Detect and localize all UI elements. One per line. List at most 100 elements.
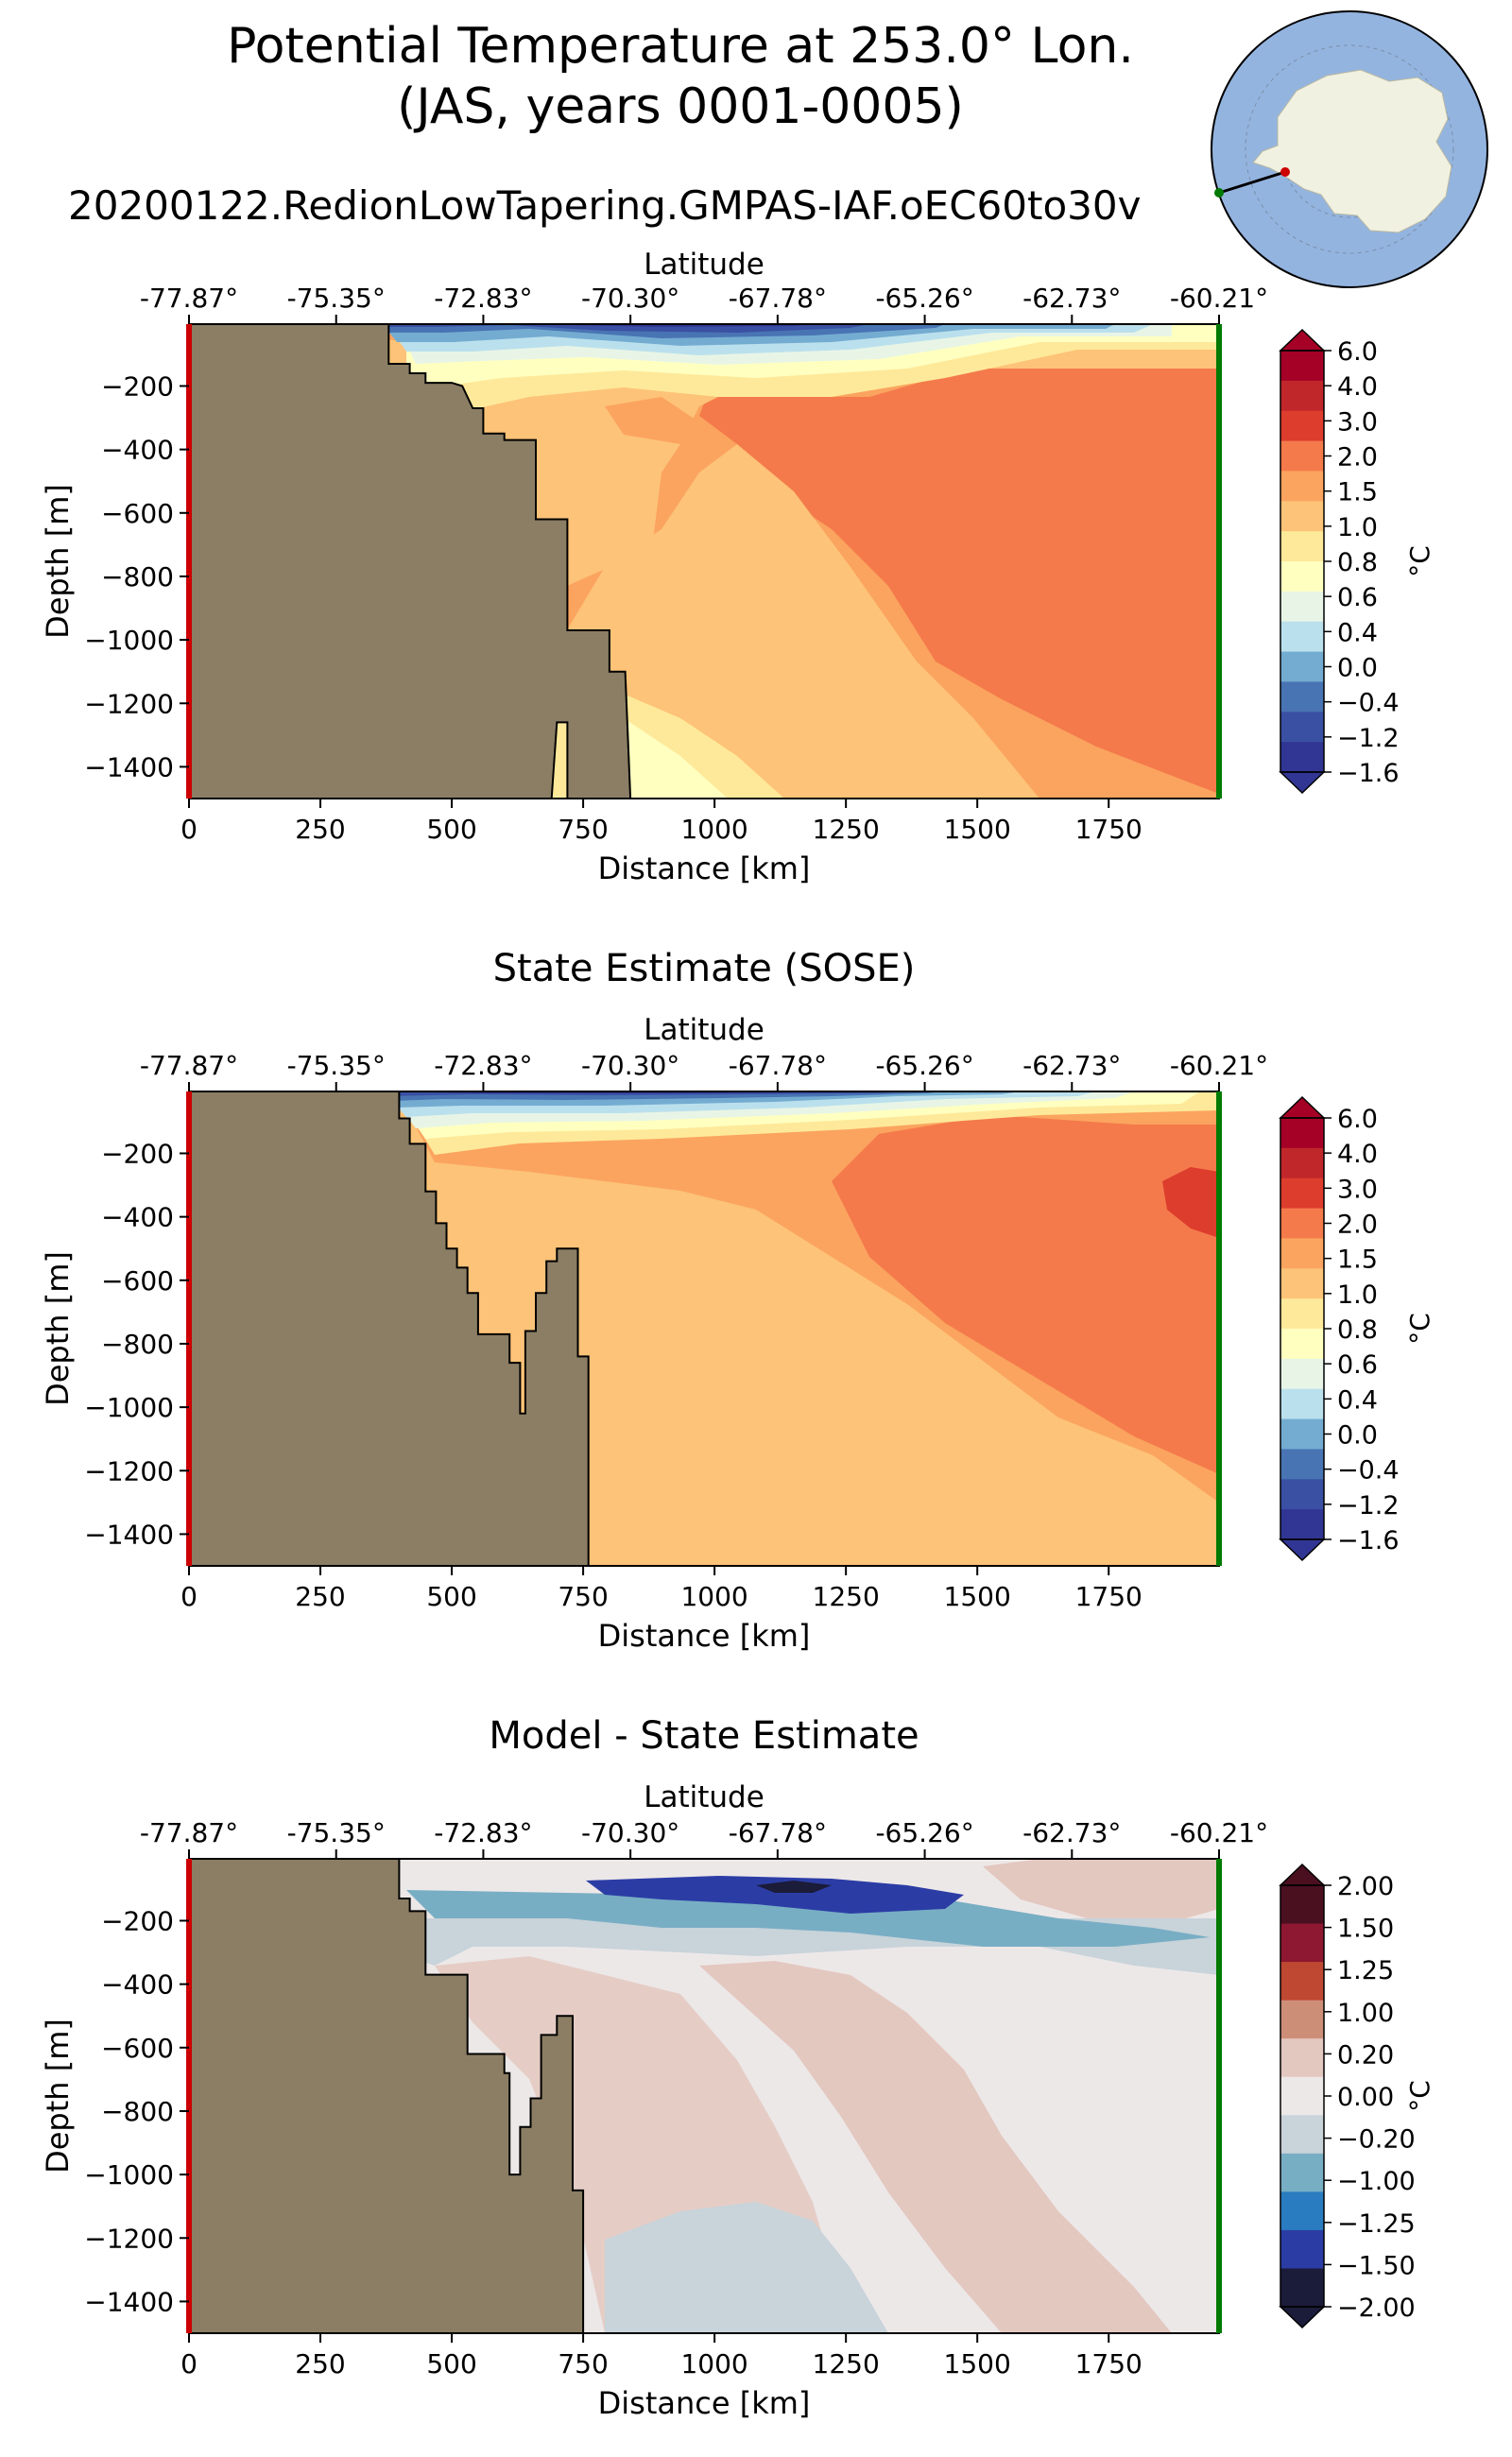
x-tick-label: 1750 (1075, 814, 1143, 845)
transect-start-marker (186, 1859, 192, 2333)
latitude-tick-label: -60.21° (1170, 1050, 1268, 1081)
latitude-tick-label: -77.87° (140, 1050, 238, 1081)
y-tick-label: −1000 (84, 625, 174, 656)
x-axis-label: Distance [km] (598, 2385, 811, 2421)
colorbar-tick-label: 0.20 (1337, 2040, 1394, 2070)
y-tick-label: −200 (101, 1138, 174, 1169)
y-tick-label: −400 (101, 435, 174, 466)
panel-model: Latitude 0 250 500 750 1000 1250 1500 1750 −200 −… (40, 248, 1435, 886)
colorbar-bin (1280, 1298, 1324, 1330)
colorbar-bin (1280, 1479, 1324, 1510)
colorbar-bin (1280, 1238, 1324, 1269)
y-axis-label: Depth [m] (40, 2019, 76, 2174)
latitude-tick-label: -75.35° (287, 283, 386, 314)
colorbar-bin (1280, 561, 1324, 593)
latitude-tick-label: -65.26° (875, 283, 973, 314)
colorbar-tick-label: −1.2 (1337, 1491, 1400, 1521)
colorbar-tick-label: 0.0 (1337, 654, 1378, 683)
colorbar-tick-label: −1.25 (1337, 2209, 1416, 2239)
colorbar-tick-label: 2.0 (1337, 1211, 1378, 1240)
x-tick-label: 1500 (944, 2348, 1011, 2380)
colorbar-tick-label: 4.0 (1337, 1140, 1378, 1169)
colorbar-tick-label: 0.8 (1337, 1315, 1378, 1345)
panel-difference: Model - State Estimate Latitude 0 250 500 7… (40, 1714, 1435, 2421)
x-tick-label: 0 (180, 814, 198, 845)
latitude-tick-label: -70.30° (581, 1817, 679, 1848)
x-tick-label: 1750 (1075, 1581, 1143, 1612)
colorbar-tick-label: −0.20 (1337, 2125, 1416, 2155)
x-tick-label: 250 (295, 2348, 345, 2380)
x-tick-label: 250 (295, 814, 345, 845)
colorbar-tick-label: −0.4 (1337, 689, 1400, 718)
colorbar-bin (1280, 2153, 1324, 2192)
latitude-tick-label: -60.21° (1170, 283, 1268, 314)
latitude-tick-label: -62.73° (1022, 1817, 1121, 1848)
latitude-tick-label: -72.83° (434, 283, 532, 314)
bathymetry-land (188, 1091, 590, 1567)
colorbar-tick-label: 2.0 (1337, 443, 1378, 472)
colorbar-bin (1280, 651, 1324, 682)
colorbar-bin (1280, 621, 1324, 653)
x-tick-label: 1750 (1075, 2348, 1143, 2380)
colorbar-bin (1280, 380, 1324, 412)
colorbar-tick-label: 1.0 (1337, 1280, 1378, 1310)
colorbar-unit-label: °C (1404, 545, 1435, 577)
bathymetry-land (188, 323, 632, 799)
colorbar: 6.0 4.0 3.0 2.0 1.5 1.0 0.8 0.6 0.4 0.0 −0.4 −1.2 −1… (1279, 328, 1435, 795)
colorbar-bin (1280, 2076, 1324, 2116)
panel-title: State Estimate (SOSE) (493, 947, 916, 990)
latitude-tick-label: -77.87° (140, 1817, 238, 1848)
colorbar-bin (1280, 1923, 1324, 1963)
y-tick-label: −200 (101, 370, 174, 402)
colorbar-bin (1280, 1268, 1324, 1299)
colorbar-tick-label: 0.6 (1337, 1350, 1378, 1380)
colorbar-tick-label: −1.50 (1337, 2251, 1416, 2280)
latitude-tick-label: -60.21° (1170, 1817, 1268, 1848)
map-transect-start-marker (1280, 167, 1290, 177)
x-tick-label: 1000 (680, 814, 747, 845)
x-tick-label: 0 (180, 1581, 198, 1612)
colorbar-tick-label: 4.0 (1337, 372, 1378, 402)
run-name-subtitle: 20200122.RedionLowTapering.GMPAS-IAF.oEC… (68, 182, 1141, 229)
transect-end-marker (1216, 1859, 1222, 2333)
top-axis-label: Latitude (644, 1013, 765, 1047)
colorbar-extend-top (1279, 1863, 1326, 1886)
top-axis-label: Latitude (644, 1780, 765, 1814)
panel-title: Model - State Estimate (489, 1714, 919, 1758)
y-axis-label: Depth [m] (40, 1251, 76, 1406)
y-tick-label: −1000 (84, 2159, 174, 2191)
colorbar-bin (1280, 1358, 1324, 1390)
colorbar-tick-label: −1.6 (1337, 1526, 1400, 1555)
latitude-tick-label: -72.83° (434, 1050, 532, 1081)
colorbar-bin (1280, 1885, 1324, 1925)
x-tick-label: 0 (180, 2348, 198, 2380)
colorbar-bin (1280, 1147, 1324, 1179)
x-tick-label: 1000 (680, 1581, 747, 1612)
y-tick-label: −400 (101, 1202, 174, 1233)
colorbar-bin (1280, 2115, 1324, 2155)
transect-end-marker (1216, 1091, 1222, 1566)
x-tick-label: 750 (558, 814, 608, 845)
axes-ticks: 0 250 500 750 1000 1250 1500 1750 −200 −400 −600 −8… (84, 1817, 1268, 2380)
colorbar-bin (1280, 440, 1324, 472)
y-tick-label: −800 (101, 1329, 174, 1360)
colorbar-bin (1280, 2268, 1324, 2308)
colorbar-tick-label: 0.4 (1337, 1385, 1378, 1415)
x-axis-label: Distance [km] (598, 850, 811, 886)
colorbar-tick-label: 6.0 (1337, 337, 1378, 367)
colorbar-tick-label: 0.4 (1337, 618, 1378, 647)
x-tick-label: 250 (295, 1581, 345, 1612)
y-tick-label: −600 (101, 498, 174, 529)
colorbar-bin (1280, 742, 1324, 773)
map-graticule-ring (1245, 44, 1454, 254)
inset-location-map (1211, 10, 1488, 288)
colorbar-bin (1280, 471, 1324, 502)
y-tick-label: −800 (101, 561, 174, 593)
y-tick-label: −600 (101, 1265, 174, 1297)
y-tick-label: −1400 (84, 1519, 174, 1550)
map-antarctica (1252, 69, 1452, 233)
colorbar-tick-label: −1.2 (1337, 724, 1400, 753)
y-tick-label: −1200 (84, 688, 174, 719)
top-axis-label: Latitude (644, 248, 765, 282)
latitude-tick-label: -65.26° (875, 1817, 973, 1848)
